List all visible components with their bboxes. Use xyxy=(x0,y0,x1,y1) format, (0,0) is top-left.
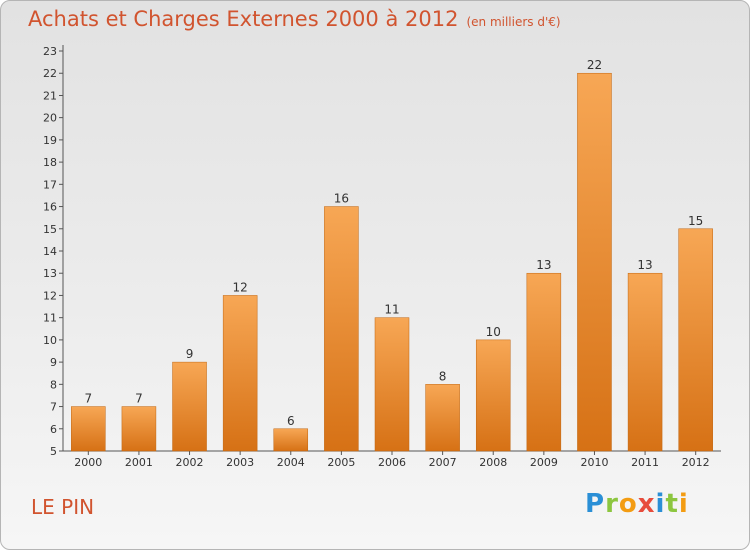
y-tick-label: 23 xyxy=(43,45,57,58)
y-tick-label: 11 xyxy=(43,312,57,325)
logo-letter: o xyxy=(618,489,638,519)
y-tick-label: 12 xyxy=(43,289,57,302)
commune-name: LE PIN xyxy=(31,495,95,519)
bar-2008 xyxy=(475,339,511,452)
x-tick-label-2000: 2000 xyxy=(74,456,102,469)
proxiti-logo[interactable]: Proxiti xyxy=(585,489,689,519)
logo-letter: P xyxy=(585,489,606,519)
x-tick-label-2004: 2004 xyxy=(277,456,305,469)
y-tick-label: 13 xyxy=(43,267,57,280)
bar-2001 xyxy=(121,406,157,452)
bar-2011 xyxy=(627,272,663,452)
bar-2007 xyxy=(425,384,460,452)
y-tick-label: 20 xyxy=(43,112,57,125)
x-tick-label-2009: 2009 xyxy=(530,456,558,469)
value-label-2005: 16 xyxy=(334,192,349,206)
x-tick-label-2011: 2011 xyxy=(631,456,659,469)
logo-letter: i xyxy=(655,489,666,519)
value-label-2010: 22 xyxy=(587,58,602,72)
bar-2012 xyxy=(678,228,713,452)
bar-2005 xyxy=(324,206,359,452)
value-label-2011: 13 xyxy=(637,258,652,272)
bar-2004 xyxy=(273,428,309,452)
value-label-2002: 9 xyxy=(186,347,194,361)
bar-2000 xyxy=(71,406,106,452)
bar-2009 xyxy=(526,272,562,452)
x-tick-label-2003: 2003 xyxy=(226,456,254,469)
chart-title: Achats et Charges Externes 2000 à 2012 (e… xyxy=(28,7,561,31)
y-tick-label: 19 xyxy=(43,134,57,147)
bar-2002 xyxy=(172,361,207,452)
y-tick-label: 10 xyxy=(43,334,57,347)
value-label-2006: 11 xyxy=(384,303,399,317)
value-label-2004: 6 xyxy=(287,414,295,428)
y-tick-label: 14 xyxy=(43,245,57,258)
y-tick-label: 9 xyxy=(50,356,57,369)
y-tick-label: 22 xyxy=(43,67,57,80)
y-tick-label: 18 xyxy=(43,156,57,169)
x-tick-label-2010: 2010 xyxy=(580,456,608,469)
x-tick-label-2012: 2012 xyxy=(682,456,710,469)
x-tick-label-2002: 2002 xyxy=(176,456,204,469)
logo-letter: i xyxy=(678,489,689,519)
logo-letter: x xyxy=(637,489,656,519)
value-label-2001: 7 xyxy=(135,392,143,406)
value-label-2008: 10 xyxy=(486,325,501,339)
bar-2006 xyxy=(374,317,410,452)
y-tick-label: 16 xyxy=(43,201,57,214)
value-label-2012: 15 xyxy=(688,214,703,228)
logo-letter: t xyxy=(665,489,679,519)
x-tick-label-2006: 2006 xyxy=(378,456,406,469)
y-tick-label: 8 xyxy=(50,378,57,391)
logo-letter: r xyxy=(605,489,619,519)
x-tick-label-2001: 2001 xyxy=(125,456,153,469)
x-tick-label-2007: 2007 xyxy=(429,456,457,469)
bar-2010 xyxy=(577,72,612,452)
value-label-2003: 12 xyxy=(233,280,248,294)
y-tick-label: 5 xyxy=(50,445,57,458)
x-tick-label-2008: 2008 xyxy=(479,456,507,469)
title-text: Achats et Charges Externes 2000 à 2012 xyxy=(28,7,459,31)
x-tick-label-2005: 2005 xyxy=(327,456,355,469)
title-unit: (en milliers d'€) xyxy=(466,15,561,29)
y-tick-label: 7 xyxy=(50,401,57,414)
y-tick-label: 21 xyxy=(43,89,57,102)
value-label-2007: 8 xyxy=(439,369,447,383)
value-label-2009: 13 xyxy=(536,258,551,272)
y-tick-label: 15 xyxy=(43,223,57,236)
value-label-2000: 7 xyxy=(84,392,92,406)
y-tick-label: 17 xyxy=(43,178,57,191)
y-tick-label: 6 xyxy=(50,423,57,436)
bar-2003 xyxy=(222,295,258,452)
